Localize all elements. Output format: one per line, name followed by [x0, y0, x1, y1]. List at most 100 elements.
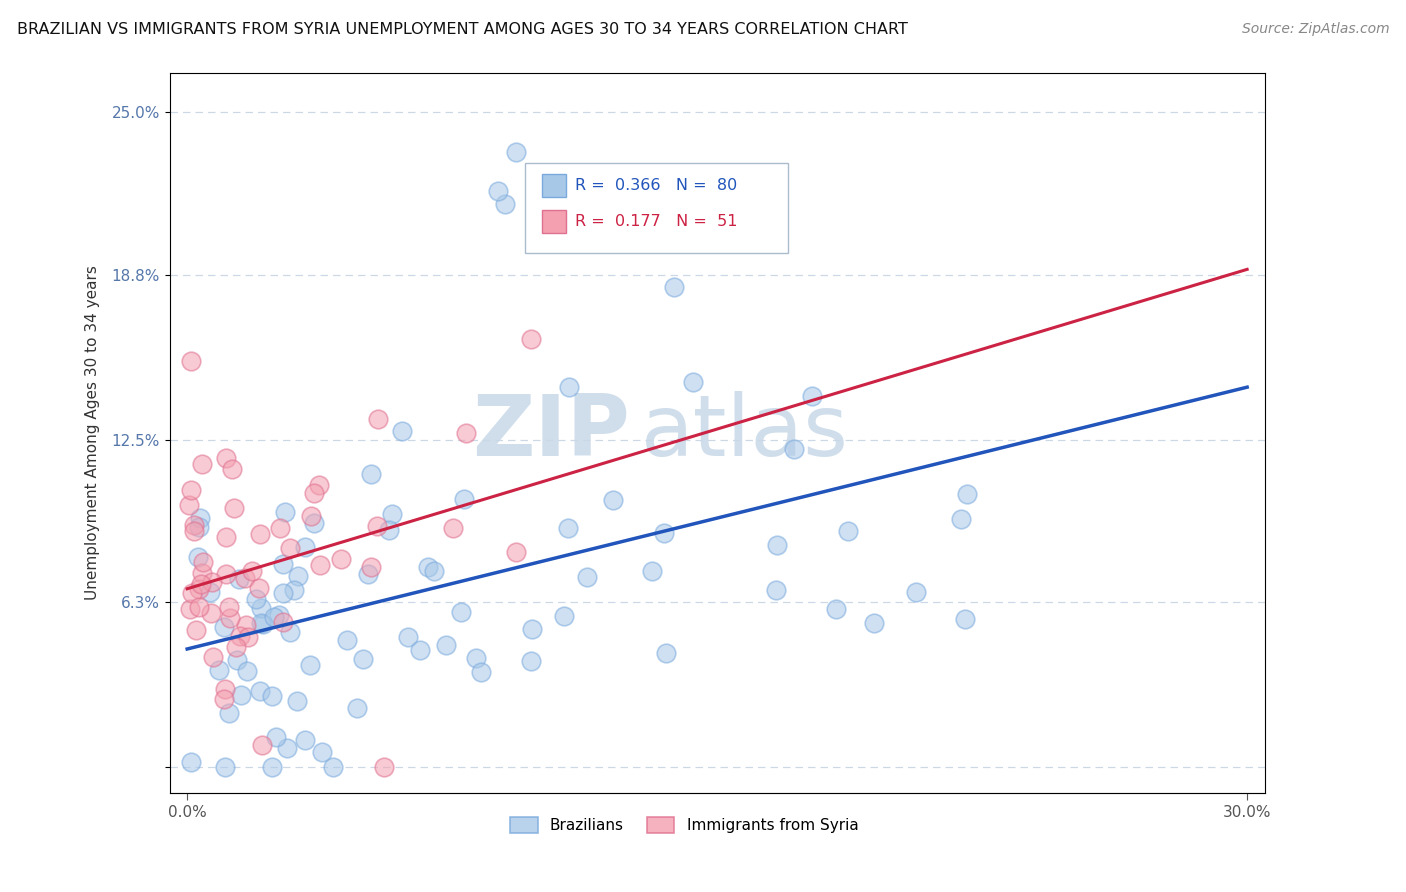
Point	[357, 566, 380, 581]
Point	[215, 450, 238, 465]
Point	[264, 730, 287, 744]
Point	[366, 519, 388, 533]
Point	[520, 654, 543, 668]
Point	[249, 615, 271, 630]
Text: R =  0.366   N =  80: R = 0.366 N = 80	[575, 178, 737, 193]
Point	[180, 586, 202, 600]
Point	[299, 657, 322, 672]
Point	[202, 649, 225, 664]
Point	[285, 694, 308, 708]
Point	[783, 442, 806, 457]
Point	[212, 692, 235, 706]
Point	[188, 520, 211, 534]
FancyBboxPatch shape	[526, 163, 789, 253]
Point	[655, 646, 678, 660]
Point	[200, 606, 222, 620]
Point	[190, 576, 212, 591]
Point	[184, 623, 207, 637]
Point	[224, 500, 246, 515]
Point	[183, 517, 205, 532]
Point	[520, 622, 543, 636]
Point	[825, 602, 848, 616]
Point	[520, 333, 543, 347]
Point	[682, 375, 704, 389]
Point	[180, 354, 202, 368]
Point	[269, 521, 291, 535]
Point	[396, 630, 419, 644]
Point	[378, 524, 401, 538]
Point	[252, 616, 274, 631]
Point	[276, 740, 298, 755]
Point	[190, 457, 212, 471]
Point	[236, 664, 259, 678]
Point	[950, 512, 973, 526]
Point	[558, 380, 581, 394]
Point	[198, 585, 221, 599]
Point	[187, 550, 209, 565]
Point	[454, 425, 477, 440]
Point	[235, 618, 257, 632]
Point	[336, 633, 359, 648]
Point	[245, 592, 267, 607]
Point	[367, 412, 389, 426]
Point	[271, 615, 294, 629]
Point	[557, 521, 579, 535]
Point	[837, 524, 859, 538]
Point	[218, 600, 240, 615]
Point	[453, 492, 475, 507]
Point	[352, 652, 374, 666]
Point	[416, 560, 439, 574]
Point	[302, 485, 325, 500]
Point	[953, 611, 976, 625]
Point	[249, 683, 271, 698]
Point	[391, 425, 413, 439]
Point	[262, 760, 284, 774]
Point	[360, 560, 382, 574]
Point	[287, 568, 309, 582]
Point	[346, 700, 368, 714]
Text: BRAZILIAN VS IMMIGRANTS FROM SYRIA UNEMPLOYMENT AMONG AGES 30 TO 34 YEARS CORREL: BRAZILIAN VS IMMIGRANTS FROM SYRIA UNEMP…	[17, 22, 908, 37]
Point	[190, 566, 212, 581]
Bar	[541, 210, 567, 233]
Point	[575, 570, 598, 584]
Point	[225, 653, 247, 667]
Point	[191, 555, 214, 569]
Point	[800, 389, 823, 403]
Point	[905, 584, 928, 599]
Point	[505, 145, 527, 159]
Point	[267, 607, 290, 622]
Point	[373, 760, 395, 774]
Text: ZIP: ZIP	[472, 392, 630, 475]
Legend: Brazilians, Immigrants from Syria: Brazilians, Immigrants from Syria	[505, 811, 865, 839]
Point	[214, 530, 236, 544]
Point	[188, 582, 211, 596]
Text: atlas: atlas	[641, 392, 848, 475]
Point	[602, 492, 624, 507]
Point	[214, 681, 236, 696]
Point	[231, 688, 253, 702]
Point	[271, 558, 294, 572]
Point	[662, 280, 685, 294]
Point	[294, 540, 316, 554]
Point	[180, 756, 202, 770]
Point	[188, 511, 211, 525]
Point	[225, 640, 247, 655]
Point	[274, 505, 297, 519]
Point	[322, 760, 344, 774]
Point	[956, 487, 979, 501]
Point	[242, 564, 264, 578]
Point	[249, 527, 271, 541]
Point	[766, 538, 789, 552]
Bar	[541, 174, 567, 197]
Text: R =  0.177   N =  51: R = 0.177 N = 51	[575, 214, 737, 229]
Point	[450, 605, 472, 619]
Point	[409, 643, 432, 657]
Point	[423, 564, 446, 578]
Text: Source: ZipAtlas.com: Source: ZipAtlas.com	[1241, 22, 1389, 37]
Point	[494, 197, 516, 211]
Point	[283, 583, 305, 598]
Point	[278, 541, 301, 556]
Point	[177, 498, 200, 512]
Point	[250, 738, 273, 752]
Point	[208, 663, 231, 677]
